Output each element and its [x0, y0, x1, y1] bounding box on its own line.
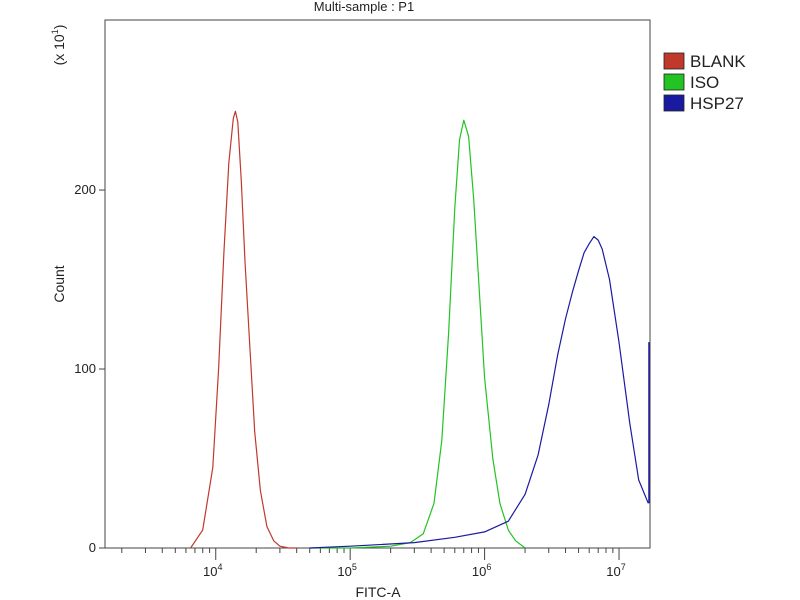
plot-frame [104, 19, 651, 549]
legend-label: HSP27 [690, 94, 744, 113]
x-tick-exponent: 7 [621, 562, 626, 572]
y-multiplier-exponent: 1 [50, 29, 60, 34]
y-multiplier-base: (x 10 [51, 34, 67, 65]
y-tick-label: 100 [74, 361, 96, 376]
x-tick-label: 105 [337, 562, 356, 579]
legend-swatch-hsp27 [663, 94, 685, 112]
x-tick-base: 10 [203, 564, 217, 579]
x-tick-exponent: 6 [486, 562, 491, 572]
legend: BLANK ISO HSP27 [663, 52, 746, 113]
plot-title: Multi-sample : P1 [314, 0, 414, 14]
y-multiplier-label: (x 101) [50, 25, 67, 66]
y-axis-title: Count [51, 265, 67, 302]
y-axis-ticks: 0 100 200 [74, 182, 105, 555]
series-line-blank [190, 110, 297, 549]
x-axis-ticks: 104 105 106 107 [203, 548, 626, 579]
x-tick-label: 104 [203, 562, 222, 579]
x-axis-title: FITC-A [355, 584, 401, 600]
x-tick-label: 106 [472, 562, 491, 579]
y-tick-label: 200 [74, 182, 96, 197]
series-line-hsp27 [309, 236, 649, 549]
legend-label: BLANK [690, 52, 746, 71]
x-tick-label: 107 [606, 562, 625, 579]
x-tick-exponent: 4 [217, 562, 222, 572]
y-multiplier-close: ) [51, 25, 67, 30]
series-layer [190, 110, 650, 549]
legend-swatch-iso [663, 73, 685, 91]
legend-label: ISO [690, 73, 719, 92]
x-tick-base: 10 [472, 564, 486, 579]
x-tick-base: 10 [606, 564, 620, 579]
series-line-iso [309, 119, 526, 549]
x-tick-base: 10 [337, 564, 351, 579]
x-tick-exponent: 5 [352, 562, 357, 572]
x-axis-minor-ticks [121, 548, 614, 553]
y-tick-label: 0 [89, 540, 96, 555]
legend-swatch-blank [663, 52, 685, 70]
